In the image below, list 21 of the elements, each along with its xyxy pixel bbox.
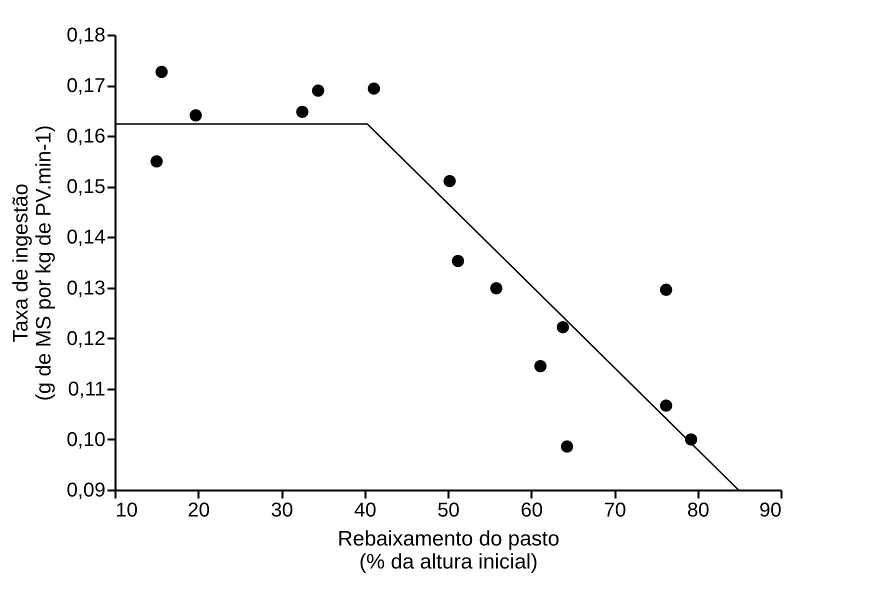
x-tick-label: 80 xyxy=(687,500,710,522)
x-tick-label: 90 xyxy=(759,500,782,522)
x-axis-title: Rebaixamento do pasto (% da altura inicial) xyxy=(338,528,560,574)
x-tick-label: 40 xyxy=(354,500,376,522)
x-tick-label: 10 xyxy=(116,500,138,522)
y-tick-label: 0,09 xyxy=(66,480,106,502)
y-tick-label: 0,13 xyxy=(66,277,106,300)
x-tick-label: 50 xyxy=(437,500,460,522)
y-tick-label: 0,11 xyxy=(68,378,106,400)
y-axis-title: Taxa de ingestão (g de MS por kg de PV.min-1) xyxy=(10,125,56,401)
y-tick-label: 0,10 xyxy=(66,428,106,451)
y-tick-label: 0,16 xyxy=(66,126,106,148)
x-tick-label: 70 xyxy=(604,500,626,522)
x-tick-label: 30 xyxy=(270,500,294,522)
x-tick-label: 60 xyxy=(520,500,543,522)
y-tick-label: 0,15 xyxy=(66,176,106,198)
y-tick-label: 0,12 xyxy=(66,328,106,350)
y-tick-label: 0,14 xyxy=(66,226,106,249)
x-tick-label: 20 xyxy=(188,500,210,522)
y-tick-label: 0,17 xyxy=(66,75,106,98)
y-tick-label: 0,18 xyxy=(66,24,106,46)
